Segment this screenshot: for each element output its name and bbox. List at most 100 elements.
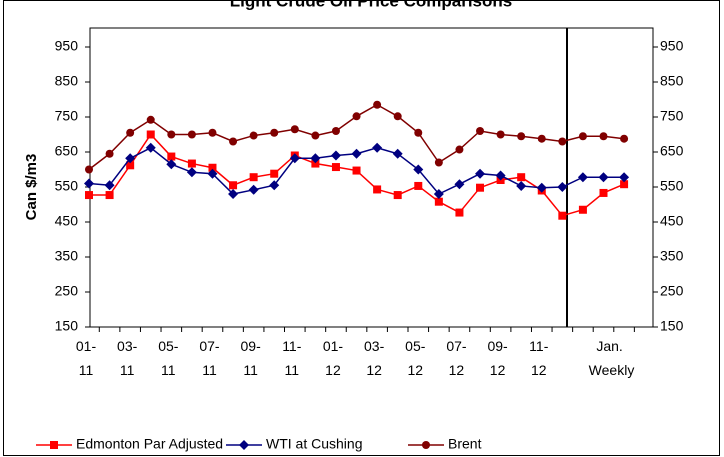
point (373, 185, 382, 194)
point (414, 181, 423, 190)
point (85, 191, 93, 200)
point (146, 115, 155, 124)
point (186, 167, 197, 178)
point (434, 158, 443, 167)
x-tick-label: 03-11 (117, 338, 138, 378)
point (476, 127, 485, 135)
point (619, 172, 630, 183)
point (207, 168, 218, 179)
point (578, 205, 587, 214)
y2-tick-label: 150 (660, 318, 684, 334)
x-tick-label: 03-12 (364, 338, 385, 378)
point (598, 172, 609, 183)
point (270, 169, 279, 178)
point (455, 145, 464, 154)
point (228, 189, 239, 199)
x-tick-label: 07-11 (199, 338, 220, 378)
point (167, 152, 176, 161)
point (249, 131, 258, 140)
point (372, 142, 383, 153)
point (620, 134, 629, 143)
x-tick-label: 07-12 (446, 338, 467, 378)
point (270, 128, 279, 137)
x-tick-label: 09-12 (487, 338, 508, 378)
point (85, 165, 93, 174)
point (496, 130, 505, 139)
point (393, 191, 402, 200)
point (310, 153, 321, 164)
point (414, 128, 423, 137)
point (433, 189, 444, 199)
point (516, 180, 527, 191)
point (558, 137, 567, 146)
point (166, 159, 177, 170)
y-tick-label: 950 (55, 38, 79, 54)
point (392, 148, 403, 159)
point (126, 128, 135, 137)
y2-tick-label: 550 (660, 178, 684, 194)
legend-marker (422, 441, 430, 449)
point (290, 125, 299, 134)
x-tick-label: 11-12 (529, 338, 549, 378)
y2-tick-label: 650 (660, 143, 684, 159)
point (373, 100, 382, 109)
point (599, 188, 608, 197)
point (577, 172, 588, 183)
x-tick-label: 01-12 (323, 338, 344, 378)
point (455, 208, 464, 217)
y2-tick-label: 450 (660, 213, 684, 229)
point (578, 132, 587, 141)
y-tick-label: 550 (55, 178, 79, 194)
point (537, 134, 546, 143)
point (84, 178, 94, 189)
legend-label: Brent (448, 436, 482, 452)
point (208, 163, 217, 172)
y-tick-label: 150 (55, 318, 79, 334)
point (620, 180, 629, 189)
point (517, 132, 526, 141)
y-tick-label: 750 (55, 108, 79, 124)
chart-border (3, 0, 720, 456)
chart-title: Light Crude Oil Price Comparisons (230, 0, 512, 10)
point (434, 197, 443, 206)
x-tick-label: 01-11 (76, 338, 97, 378)
y-tick-label: 450 (55, 213, 79, 229)
legend-label: WTI at Cushing (266, 436, 362, 452)
point (167, 130, 176, 139)
point (125, 153, 136, 164)
y2-tick-label: 750 (660, 108, 684, 124)
point (331, 127, 340, 135)
point (558, 211, 567, 220)
point (476, 183, 485, 192)
point (475, 168, 486, 179)
legend-label: Edmonton Par Adjusted (76, 436, 223, 452)
y-tick-label: 350 (55, 248, 79, 264)
point (352, 112, 361, 121)
x-tick-label: 09-11 (241, 338, 262, 378)
x-tick-label: Jan. Weekly (589, 338, 635, 378)
point (351, 148, 362, 159)
y2-tick-label: 250 (660, 283, 684, 299)
point (517, 173, 526, 182)
legend-marker (50, 441, 58, 449)
point (248, 184, 259, 195)
y2-tick-label: 350 (660, 248, 684, 264)
point (311, 131, 320, 140)
point (187, 130, 196, 139)
x-tick-label: 11-11 (282, 338, 302, 378)
point (393, 112, 402, 121)
point (187, 159, 196, 168)
legend-marker (239, 440, 249, 450)
point (208, 128, 217, 137)
y-axis-label: Can $/m3 (23, 154, 40, 221)
point (126, 161, 135, 170)
x-tick-label: 05-12 (405, 338, 426, 378)
y-tick-label: 250 (55, 283, 79, 299)
point (229, 137, 238, 146)
point (269, 180, 280, 191)
point (557, 182, 568, 192)
y2-tick-label: 850 (660, 73, 684, 89)
point (331, 163, 340, 172)
